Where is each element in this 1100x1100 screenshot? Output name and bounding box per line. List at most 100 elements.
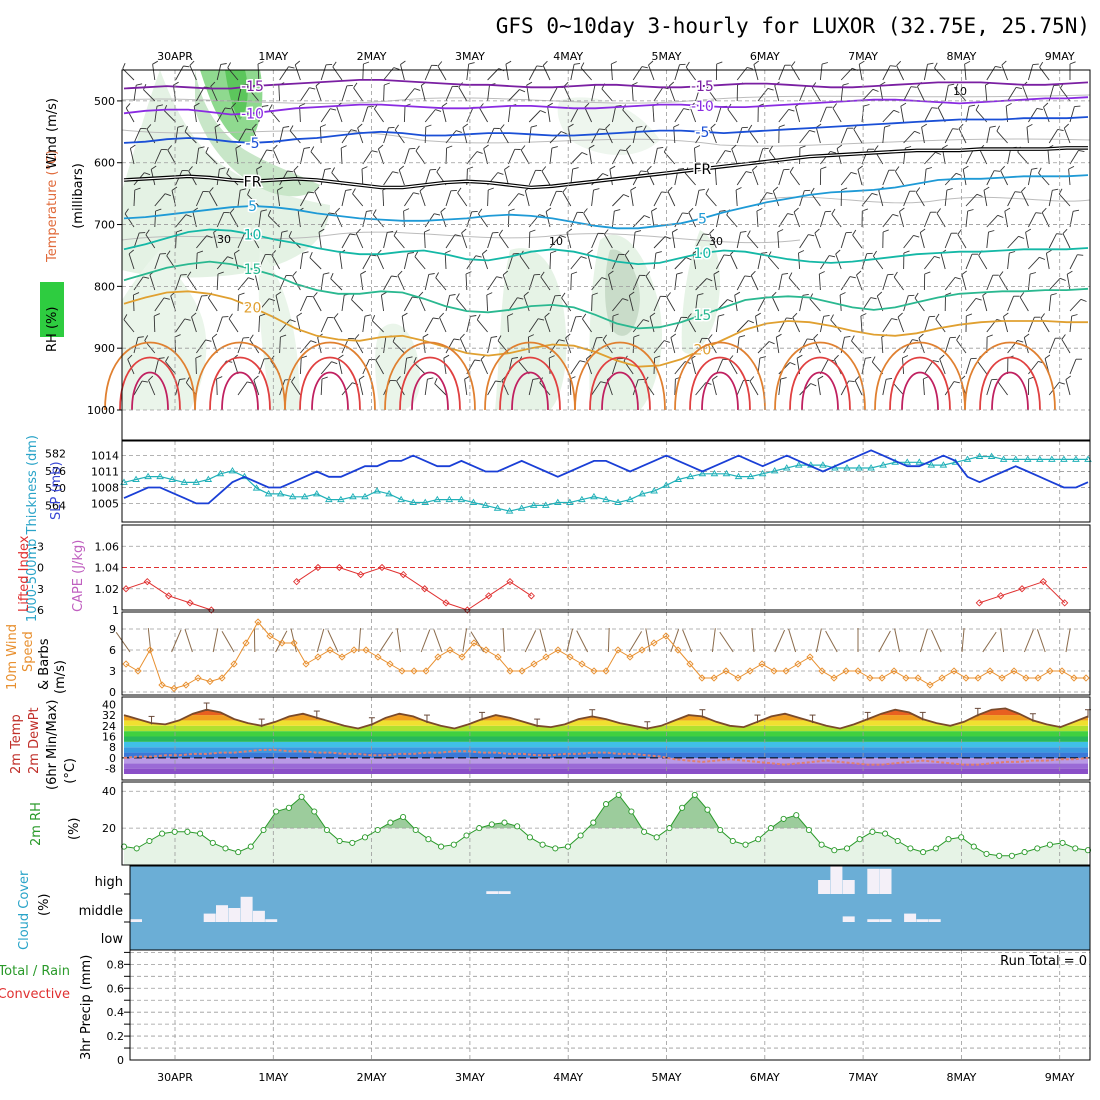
precip-tick-label: 0.8 <box>107 958 125 971</box>
wind-barb-flag <box>858 60 865 65</box>
wind-barb-flag <box>502 270 509 276</box>
wind-barb <box>673 126 676 144</box>
wind-barb <box>674 108 684 123</box>
wind-barb <box>133 128 141 144</box>
wind-barb-flag <box>1059 277 1066 281</box>
wind-barb <box>380 295 385 312</box>
wind-barb <box>653 191 662 207</box>
wind-barb-flag <box>643 319 650 322</box>
wind-barb-flag <box>288 66 295 69</box>
cloud-ylabel: Cloud Cover <box>17 870 32 950</box>
wind-barb-flag <box>309 87 316 90</box>
wind-barb-flag <box>257 61 264 65</box>
temperature-contour <box>123 79 1089 90</box>
wind-barb <box>630 190 634 207</box>
wind-barb-flag <box>630 186 637 191</box>
wind-barb-flag <box>184 318 191 321</box>
rh-point <box>400 813 407 821</box>
surface-wind-barb <box>894 628 901 653</box>
wind-barb <box>903 191 911 207</box>
low-level-temperature-loop <box>674 341 766 411</box>
wind-barb-flag <box>609 165 616 170</box>
wind-barb <box>1065 379 1071 396</box>
wind-barb-flag <box>324 168 331 170</box>
wind-barb <box>320 274 324 291</box>
wind-barb <box>318 232 322 249</box>
rh-point <box>387 819 394 826</box>
wind-barb-flag <box>537 318 545 321</box>
wind-barb-flag <box>384 82 390 86</box>
surface-wind-barb <box>670 629 680 653</box>
wind-barb <box>133 380 143 396</box>
wind-barb-flag <box>280 334 287 338</box>
wind-barb-flag <box>849 276 856 279</box>
chart-title: GFS 0~10day 3-hourly for LUXOR (32.75E, … <box>496 14 1090 38</box>
thickness-point <box>541 501 550 508</box>
rh-point <box>679 804 686 811</box>
wind-barb <box>1028 108 1038 123</box>
thickness-point <box>590 492 598 500</box>
wind-barb-flag <box>587 249 593 254</box>
wind-barb-flag <box>453 338 460 341</box>
wind-barb-flag <box>954 276 961 280</box>
surface-wind-barb <box>1065 628 1071 653</box>
rh-point <box>945 836 952 843</box>
wind-barb <box>674 361 686 375</box>
wind-barb <box>382 189 385 207</box>
lifted-index-point <box>442 599 450 607</box>
wind-barb-flag <box>294 60 301 66</box>
wind-barb-flag <box>956 334 961 341</box>
wind-barb-flag <box>734 291 741 296</box>
wind-speed-point <box>1046 667 1054 675</box>
wind-barb-flag <box>1074 105 1081 108</box>
low-level-temperature-loop <box>801 371 839 411</box>
wind-barb <box>420 85 426 102</box>
rh-point <box>235 849 242 856</box>
wind-barb-flag <box>206 235 213 239</box>
cloud-panel-background <box>130 866 1090 950</box>
temp-color-band <box>124 768 1088 774</box>
wind-barb <box>695 382 707 396</box>
wind-barb-flag <box>491 336 498 338</box>
wind-barb <box>458 86 468 102</box>
wind-barb <box>355 233 364 249</box>
wind-barb-flag <box>332 61 337 68</box>
wind-barb-flag <box>580 256 587 259</box>
cloud-bar <box>830 866 843 894</box>
wind-barb <box>165 361 176 375</box>
wind-barb <box>258 298 270 312</box>
wind-barb-flag <box>150 165 157 170</box>
wind-barb-flag <box>986 334 993 338</box>
wind-barb-flag <box>310 340 317 344</box>
wind-barb-flag <box>994 170 1001 172</box>
wind-barb <box>736 127 743 144</box>
low-level-temperature-loop <box>499 356 561 411</box>
wind-barb <box>570 256 582 270</box>
wind-barb <box>715 106 722 123</box>
lifted-index-point <box>463 606 471 614</box>
wind-barb-flag <box>144 335 149 341</box>
wind-speed-point <box>1082 674 1090 682</box>
wind-barb-flag <box>464 375 471 380</box>
wind-speed-point <box>194 674 202 682</box>
wind-barb-flag <box>134 187 141 191</box>
wind-barb-flag <box>1069 61 1076 65</box>
upper-ylabel-rh: RH (%) <box>45 307 60 352</box>
wind-barb-flag <box>156 104 164 107</box>
wind-barb <box>958 128 967 144</box>
wind-barb-flag <box>441 102 448 107</box>
wind-barb <box>1003 316 1009 333</box>
wind-barb <box>712 379 717 396</box>
surface-wind-barb <box>502 627 505 653</box>
wind-barb-flag <box>946 188 953 191</box>
thickness-point <box>457 495 466 503</box>
wind-barb-flag <box>708 334 713 340</box>
wind-barb <box>591 381 601 396</box>
rh-shading-region <box>122 250 207 410</box>
wind-speed-point <box>1022 674 1030 682</box>
wind-barb-flag <box>148 375 154 381</box>
wind-barb <box>195 148 200 165</box>
wind-speed-point <box>338 653 346 661</box>
wind-barb-flag <box>428 273 435 275</box>
